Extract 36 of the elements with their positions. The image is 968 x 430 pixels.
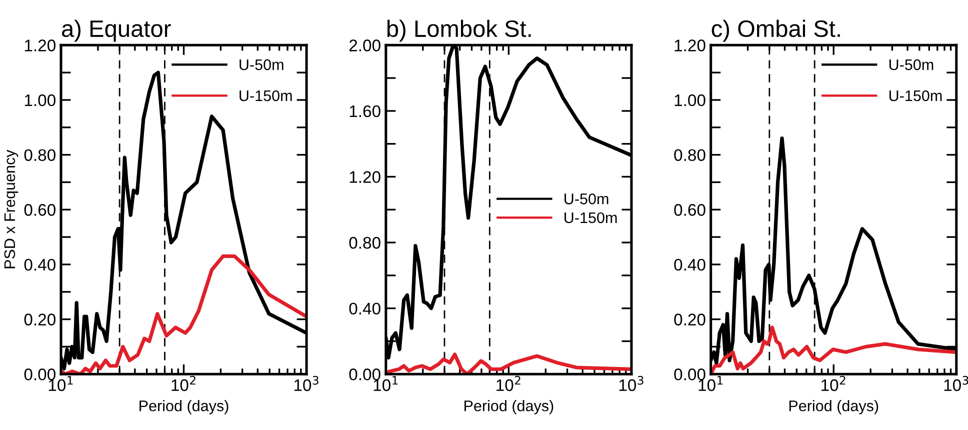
y-tick-label: 0.20 <box>674 314 706 326</box>
legend-label: U-150m <box>564 212 617 224</box>
legend-label: U-50m <box>240 59 284 70</box>
y-tick-label: 1.00 <box>674 94 706 106</box>
y-tick-label: 1.20 <box>674 40 706 52</box>
y-tick-label: 0.80 <box>349 236 380 249</box>
legend-label: U-150m <box>240 90 292 102</box>
y-tick-label: 0.40 <box>24 258 56 271</box>
y-tick-label: 0.80 <box>24 149 56 162</box>
y-tick-label: 1.00 <box>24 94 56 106</box>
x-tick-label: 10$^{3}$ <box>944 376 968 392</box>
y-tick-label: 0.80 <box>674 149 706 162</box>
x-tick-label: 10$^{3}$ <box>294 376 318 392</box>
x-axis-title: Period (days) <box>140 400 228 414</box>
y-tick-label: 0.40 <box>674 258 706 271</box>
y-tick-label: 0.60 <box>24 204 56 216</box>
legend-label: U-150m <box>889 90 942 102</box>
y-tick-label: 1.20 <box>350 171 380 183</box>
legend-label: U-50m <box>564 193 608 204</box>
legend-label: U-50m <box>889 59 934 70</box>
x-tick-label: 10$^{3}$ <box>619 376 644 392</box>
x-axis-title: Period (days) <box>789 400 878 414</box>
chart-title: c) Ombai St. <box>712 20 840 42</box>
chart-title: a) Equator <box>62 20 171 42</box>
y-tick-label: 0.40 <box>349 302 380 315</box>
y-tick-label: 2.00 <box>349 40 380 52</box>
y-tick-label: 1.20 <box>24 40 56 52</box>
y-tick-label: 0.60 <box>674 204 706 216</box>
x-axis-title: Period (days) <box>464 400 554 414</box>
chart-title: b) Lombok St. <box>387 20 531 42</box>
x-tick-label: 10$^{2}$ <box>822 376 846 392</box>
x-tick-label: 10$^{2}$ <box>496 376 520 392</box>
y-axis-title: PSD x Frequency <box>4 150 18 268</box>
x-tick-label: 10$^{2}$ <box>172 376 196 392</box>
y-tick-label: 1.60 <box>350 105 380 118</box>
y-tick-label: 0.20 <box>24 314 56 326</box>
